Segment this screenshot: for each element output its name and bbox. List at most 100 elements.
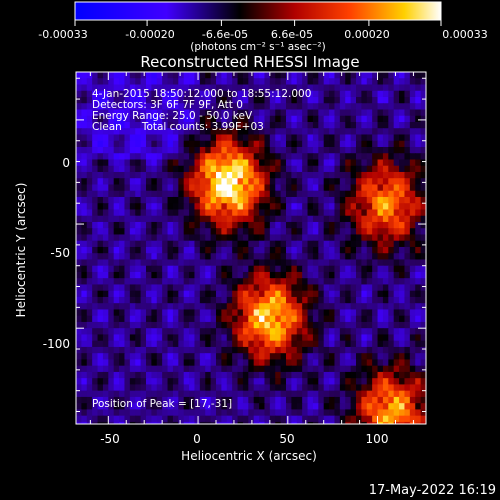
heatmap-cell bbox=[92, 321, 99, 329]
heatmap-cell bbox=[399, 396, 406, 404]
heatmap-cell bbox=[151, 115, 158, 123]
heatmap-cell bbox=[275, 72, 282, 79]
heatmap-cell bbox=[156, 340, 163, 348]
heatmap-cell bbox=[86, 253, 93, 261]
heatmap-cell bbox=[350, 240, 357, 248]
heatmap-cell bbox=[242, 409, 249, 417]
heatmap-cell bbox=[162, 365, 169, 373]
heatmap-cell bbox=[167, 303, 174, 311]
heatmap-cell bbox=[382, 309, 389, 317]
heatmap-cell bbox=[108, 72, 115, 79]
heatmap-cell bbox=[339, 334, 346, 342]
heatmap-cell bbox=[323, 184, 330, 192]
heatmap-cell bbox=[97, 290, 104, 298]
heatmap-cell bbox=[296, 115, 303, 123]
heatmap-cell bbox=[291, 115, 298, 123]
heatmap-cell bbox=[361, 409, 368, 417]
heatmap-cell bbox=[302, 378, 309, 386]
heatmap-cell bbox=[189, 384, 196, 392]
heatmap-cell bbox=[183, 228, 190, 236]
heatmap-cell bbox=[377, 340, 384, 348]
heatmap-cell bbox=[102, 96, 109, 104]
heatmap-cell bbox=[124, 146, 131, 154]
heatmap-cell bbox=[420, 121, 426, 129]
heatmap-cell bbox=[393, 203, 400, 211]
heatmap-cell bbox=[248, 78, 255, 86]
heatmap-cell bbox=[302, 353, 309, 361]
heatmap-cell bbox=[102, 396, 109, 404]
heatmap-cell bbox=[350, 315, 357, 323]
heatmap-cell bbox=[81, 228, 88, 236]
heatmap-cell bbox=[113, 121, 120, 129]
heatmap-cell bbox=[86, 359, 93, 367]
heatmap-cell bbox=[242, 259, 249, 267]
heatmap-cell bbox=[216, 121, 222, 129]
heatmap-cell bbox=[388, 72, 395, 79]
heatmap-cell bbox=[242, 209, 249, 217]
heatmap-cell bbox=[372, 321, 379, 329]
heatmap-cell bbox=[269, 196, 276, 204]
heatmap-cell bbox=[302, 78, 309, 86]
heatmap-cell bbox=[259, 215, 266, 223]
heatmap-cell bbox=[372, 309, 379, 317]
heatmap-cell bbox=[221, 96, 228, 104]
heatmap-cell bbox=[151, 415, 158, 423]
heatmap-cell bbox=[86, 271, 93, 279]
heatmap-cell bbox=[382, 290, 389, 298]
heatmap-cell bbox=[302, 309, 309, 317]
heatmap-cell bbox=[140, 209, 147, 217]
heatmap-cell bbox=[189, 284, 196, 292]
heatmap-cell bbox=[280, 190, 287, 198]
heatmap-cell bbox=[318, 171, 325, 179]
heatmap-cell bbox=[280, 178, 287, 186]
heatmap-cell bbox=[248, 253, 255, 261]
heatmap-cell bbox=[199, 328, 206, 336]
heatmap-cell bbox=[226, 384, 233, 392]
heatmap-cell bbox=[339, 215, 346, 223]
heatmap-cell bbox=[92, 72, 99, 79]
heatmap-cell bbox=[124, 72, 131, 79]
heatmap-cell bbox=[86, 128, 93, 136]
heatmap-cell bbox=[264, 365, 271, 373]
heatmap-cell bbox=[393, 365, 400, 373]
heatmap-cell bbox=[178, 234, 185, 242]
heatmap-cell bbox=[350, 384, 357, 392]
heatmap-cell bbox=[339, 353, 346, 361]
heatmap-cell bbox=[108, 396, 115, 404]
heatmap-cell bbox=[124, 415, 131, 423]
heatmap-cell bbox=[302, 72, 309, 79]
heatmap-cell bbox=[108, 128, 115, 136]
heatmap-cell bbox=[382, 328, 389, 336]
heatmap-cell bbox=[329, 334, 336, 342]
heatmap-cell bbox=[92, 153, 99, 161]
heatmap-cell bbox=[248, 309, 255, 317]
heatmap-cell bbox=[242, 228, 249, 236]
heatmap-cell bbox=[210, 346, 217, 354]
heatmap-cell bbox=[216, 378, 222, 386]
heatmap-cell bbox=[92, 140, 99, 148]
heatmap-cell bbox=[113, 378, 120, 386]
heatmap-cell bbox=[178, 284, 185, 292]
heatmap-cell bbox=[253, 140, 260, 148]
heatmap-cell bbox=[269, 378, 276, 386]
heatmap-cell bbox=[210, 353, 217, 361]
heatmap-cell bbox=[269, 403, 276, 411]
heatmap-cell bbox=[151, 203, 158, 211]
heatmap-cell bbox=[232, 190, 239, 198]
heatmap-cell bbox=[420, 165, 426, 173]
heatmap-cell bbox=[420, 134, 426, 142]
heatmap-cell bbox=[140, 228, 147, 236]
heatmap-cell bbox=[399, 378, 406, 386]
heatmap-cell bbox=[113, 321, 120, 329]
heatmap-cell bbox=[119, 153, 126, 161]
heatmap-cell bbox=[151, 303, 158, 311]
heatmap-cell bbox=[361, 296, 368, 304]
heatmap-cell bbox=[286, 309, 292, 317]
heatmap-cell bbox=[275, 303, 282, 311]
annotation-clean-counts: Clean Total counts: 3.99E+03 bbox=[92, 121, 264, 133]
heatmap-cell bbox=[350, 415, 357, 423]
heatmap-cell bbox=[393, 209, 400, 217]
heatmap-cell bbox=[140, 90, 147, 98]
heatmap-cell bbox=[216, 390, 222, 398]
heatmap-cell bbox=[291, 371, 298, 379]
